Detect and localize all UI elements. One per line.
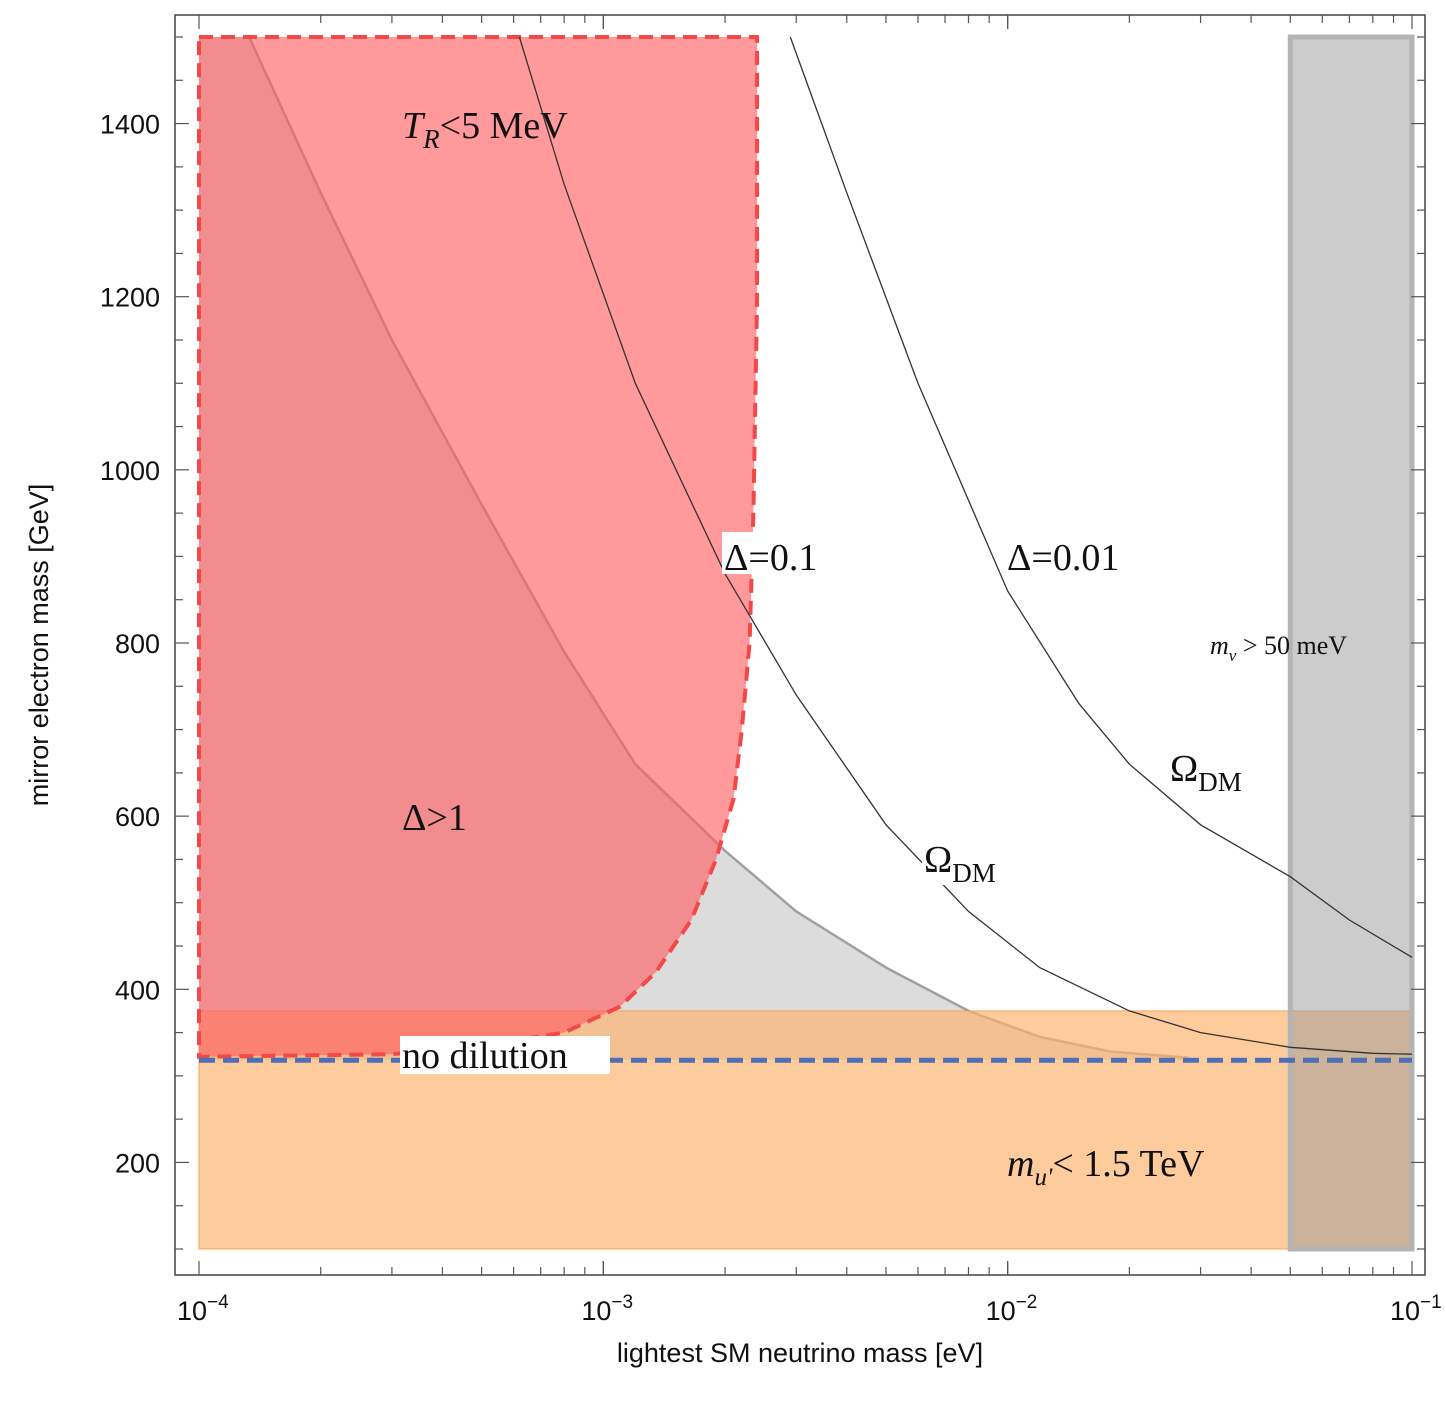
- y-tick-label: 1000: [100, 456, 160, 486]
- curve-omega-dm-delta-01: [518, 36, 1413, 1055]
- annotation-omega-dm-001: ΩDM: [1170, 748, 1242, 797]
- annotation-delta-01: Δ=0.1: [724, 537, 817, 579]
- annotation-delta-gt-1: Δ>1: [402, 797, 467, 839]
- region-tr-constraint: [199, 37, 758, 1057]
- x-tick-label: 10−4: [177, 1292, 229, 1326]
- y-axis-title: mirror electron mass [GeV]: [24, 484, 54, 807]
- tick-labels-layer: 200 400 600 800 1000 1200 1400 10−4 10−3 10−2 10−1: [100, 110, 1442, 1326]
- label-bg-delta-01: [722, 532, 822, 574]
- x-axis-title: lightest SM neutrino mass [eV]: [617, 1338, 983, 1368]
- annotation-mnu: mν > 50 meV: [1210, 631, 1347, 665]
- y-tick-label: 1400: [100, 110, 160, 140]
- annotation-mu: mu'< 1.5 TeV: [1007, 1143, 1205, 1191]
- x-tick-label: 10−1: [1390, 1292, 1442, 1326]
- label-bg-omega-01: [922, 845, 1010, 885]
- regions-layer: [197, 34, 1415, 1252]
- annotation-no-dilution: no dilution: [402, 1035, 568, 1077]
- annotation-delta-001: Δ=0.01: [1007, 537, 1119, 579]
- y-tick-label: 600: [115, 802, 160, 832]
- y-tick-label: 800: [115, 629, 160, 659]
- plot-frame-group: [174, 14, 1426, 1276]
- annotations: TR<5 MeV Δ>1 Δ=0.1 Δ=0.01 ΩDM ΩDM mν > 5…: [400, 105, 1347, 1191]
- x-tick-label: 10−2: [986, 1292, 1038, 1326]
- ticks-layer: [175, 15, 1425, 1275]
- plot-frame: [174, 14, 1426, 1276]
- y-tick-label: 1200: [100, 283, 160, 313]
- label-bg-no-dilution: [400, 1036, 610, 1074]
- curve-omega-dm-delta-001: [789, 36, 1413, 958]
- annotation-tr: TR<5 MeV: [402, 105, 568, 154]
- label-bg-omega-001: [1168, 752, 1252, 794]
- region-tr-boundary: [197, 35, 760, 1059]
- y-tick-label: 400: [115, 975, 160, 1005]
- y-tick-label: 200: [115, 1148, 160, 1178]
- label-bg-delta-001: [1005, 532, 1137, 574]
- annotation-omega-dm-01: ΩDM: [924, 839, 996, 888]
- x-tick-label: 10−3: [581, 1292, 633, 1326]
